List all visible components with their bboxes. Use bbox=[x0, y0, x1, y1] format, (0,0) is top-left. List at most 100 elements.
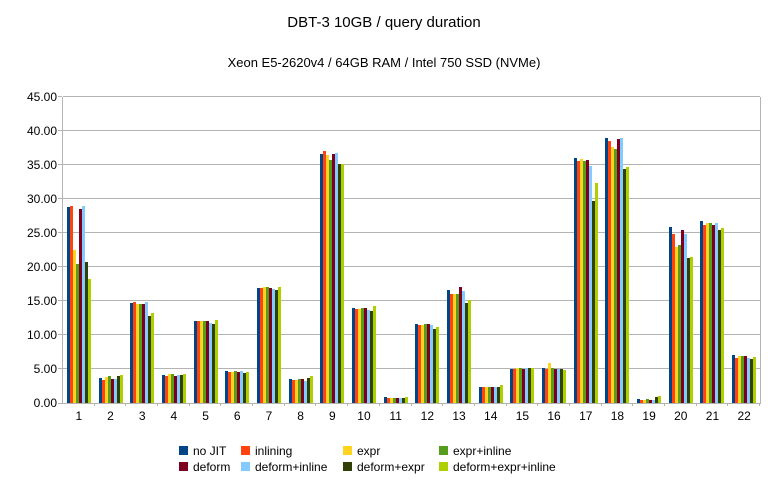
bar-inlining-q6 bbox=[228, 371, 232, 403]
bar-expr-inline-q17 bbox=[582, 160, 586, 403]
x-axis-label: 20 bbox=[674, 409, 688, 423]
x-axis-label: 15 bbox=[515, 409, 530, 423]
bar-expr-inline-q21 bbox=[709, 222, 713, 403]
bar-no-jit-q10 bbox=[351, 308, 355, 403]
bar-expr-q17 bbox=[579, 158, 583, 403]
bar-deform-expr-q16 bbox=[560, 369, 564, 403]
bar-no-jit-q20 bbox=[668, 226, 672, 403]
bar-expr-q11 bbox=[389, 397, 393, 403]
legend-label: inlining bbox=[255, 443, 293, 458]
bar-expr-q3 bbox=[136, 304, 140, 403]
x-axis-label: 10 bbox=[357, 409, 371, 423]
gridline bbox=[63, 300, 760, 301]
bar-expr-q22 bbox=[738, 356, 742, 403]
legend-item-expr: expr bbox=[343, 444, 439, 458]
bar-deform-q7 bbox=[268, 288, 272, 403]
x-axis-tick bbox=[663, 403, 665, 406]
bar-expr-q5 bbox=[199, 321, 203, 403]
bar-expr-q7 bbox=[262, 287, 266, 403]
bar-group-q15 bbox=[507, 97, 539, 403]
y-axis-tick bbox=[58, 403, 62, 404]
legend-item-expr-inline: expr+inline bbox=[439, 443, 589, 458]
bar-deform-expr-inline-q8 bbox=[309, 375, 313, 403]
bar-deform-expr-q20 bbox=[686, 258, 690, 403]
bar-inlining-q4 bbox=[164, 375, 168, 403]
bar-deform-expr-q4 bbox=[179, 375, 183, 403]
legend-label: expr+inline bbox=[453, 443, 512, 458]
bar-inlining-q5 bbox=[196, 321, 200, 403]
bar-deform-expr-q8 bbox=[306, 377, 310, 403]
bar-no-jit-q17 bbox=[573, 158, 577, 403]
bar-deform-inline-q9 bbox=[335, 153, 339, 403]
bar-expr-q19 bbox=[643, 399, 647, 403]
bar-deform-expr-q19 bbox=[655, 396, 659, 403]
bar-inlining-q13 bbox=[450, 293, 453, 403]
bar-group-q13 bbox=[443, 97, 475, 403]
y-axis-tick bbox=[58, 368, 62, 369]
bar-no-jit-q6 bbox=[225, 371, 229, 403]
bar-expr-inline-q19 bbox=[646, 398, 650, 403]
gridline bbox=[63, 198, 760, 199]
bar-no-jit-q8 bbox=[288, 379, 292, 403]
bar-deform-q18 bbox=[617, 139, 621, 403]
bar-inlining-q11 bbox=[386, 397, 390, 403]
legend-grid: no JIT inlining expr expr+inline deform defor… bbox=[179, 443, 589, 474]
y-axis-tick bbox=[58, 96, 62, 97]
gridline bbox=[63, 164, 760, 165]
x-axis-tick bbox=[252, 403, 254, 406]
bar-group-q22 bbox=[728, 97, 760, 403]
bar-expr-inline-q13 bbox=[456, 294, 459, 403]
bar-group-q12 bbox=[412, 97, 444, 403]
bar-expr-inline-q22 bbox=[741, 356, 745, 403]
bar-deform-expr-q3 bbox=[148, 315, 152, 403]
x-axis-tick bbox=[759, 403, 760, 406]
bar-no-jit-q3 bbox=[130, 303, 134, 403]
bar-group-q19 bbox=[633, 97, 665, 403]
x-axis-tick bbox=[125, 403, 127, 406]
x-axis-tick bbox=[727, 403, 729, 406]
bar-deform-inline-q15 bbox=[525, 368, 529, 403]
bar-expr-q8 bbox=[294, 379, 298, 403]
bar-expr-q10 bbox=[357, 309, 361, 403]
bar-no-jit-q12 bbox=[415, 324, 419, 403]
y-axis-label: 0.00 bbox=[33, 396, 57, 410]
bar-deform-q11 bbox=[395, 397, 399, 403]
bar-group-q4 bbox=[158, 97, 190, 403]
bar-group-q2 bbox=[95, 97, 127, 403]
bar-no-jit-q15 bbox=[510, 369, 514, 403]
bar-deform-expr-q17 bbox=[591, 201, 595, 403]
bar-deform-q21 bbox=[712, 224, 716, 403]
bar-deform-expr-q7 bbox=[274, 290, 278, 403]
legend-label: deform+inline bbox=[255, 459, 328, 474]
bar-deform-expr-q6 bbox=[243, 373, 247, 403]
bar-deform-expr-inline-q21 bbox=[721, 228, 725, 403]
legend-item-deform: deform bbox=[179, 460, 241, 474]
bar-no-jit-q22 bbox=[732, 354, 736, 403]
gridline bbox=[63, 266, 760, 267]
legend-item-inlining: inlining bbox=[241, 443, 343, 458]
bar-expr-q6 bbox=[231, 371, 235, 403]
bar-group-q17 bbox=[570, 97, 602, 403]
x-axis-tick bbox=[632, 403, 634, 406]
bar-group-q6 bbox=[221, 97, 253, 403]
bar-expr-inline-q16 bbox=[551, 368, 555, 403]
bar-deform-inline-q18 bbox=[620, 138, 624, 403]
bar-deform-q15 bbox=[522, 369, 526, 403]
bar-group-q3 bbox=[126, 97, 158, 403]
bar-inlining-q16 bbox=[545, 369, 549, 403]
gridline bbox=[63, 368, 760, 369]
x-axis-tick bbox=[220, 403, 222, 406]
bar-expr-inline-q8 bbox=[297, 379, 301, 403]
bar-deform-expr-q9 bbox=[338, 164, 342, 403]
bar-deform-q12 bbox=[427, 324, 431, 403]
x-axis-label: 4 bbox=[170, 409, 178, 423]
y-axis-label: 40.00 bbox=[26, 124, 57, 138]
legend-item-deform-expr-inline: deform+expr+inline bbox=[439, 460, 589, 474]
y-axis-label: 15.00 bbox=[26, 294, 57, 308]
x-axis-label: 8 bbox=[297, 409, 304, 423]
bar-deform-expr-q13 bbox=[465, 303, 468, 403]
bar-deform-expr-q14 bbox=[496, 387, 500, 403]
y-axis-label: 5.00 bbox=[33, 362, 57, 376]
bar-deform-expr-inline-q17 bbox=[594, 182, 598, 403]
bar-deform-q10 bbox=[363, 307, 367, 403]
